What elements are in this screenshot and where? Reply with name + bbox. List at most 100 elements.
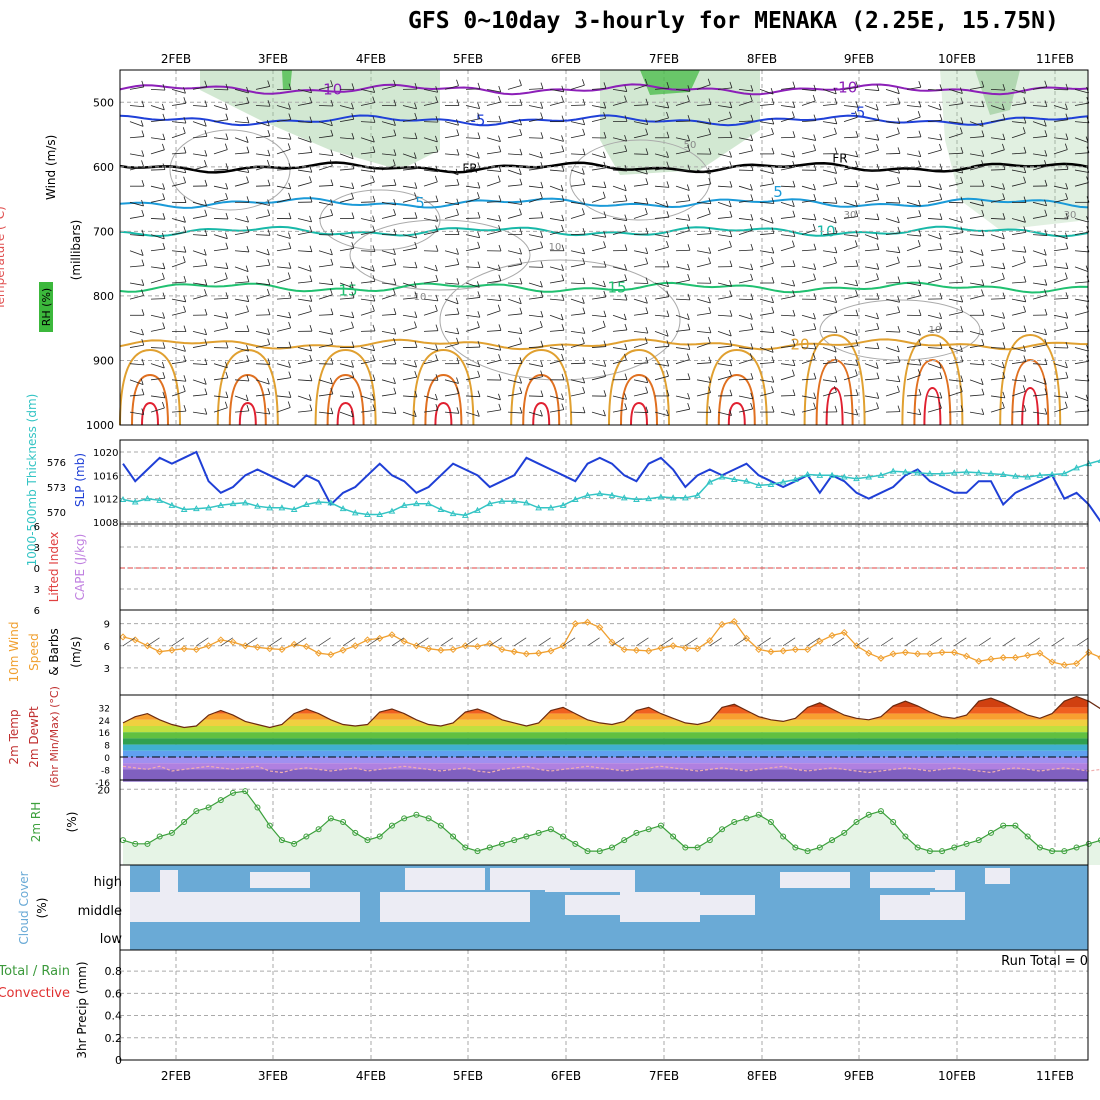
wind-barb (360, 360, 375, 365)
wind-barb (476, 410, 480, 417)
wind-barb (645, 118, 649, 125)
wind-barb (393, 357, 397, 365)
ylabel-pressure-unit: (millibars) (69, 220, 83, 281)
wind-barb (129, 394, 144, 397)
wind-speed-marker (1073, 659, 1081, 668)
wind-barb (456, 178, 460, 186)
wind-barb (309, 146, 313, 153)
wind-barb (960, 226, 964, 233)
wind-barb (843, 363, 858, 366)
wind-barb (561, 294, 565, 301)
wind-barb (213, 119, 228, 123)
wind-barb (204, 259, 208, 266)
wind-barb (792, 210, 796, 217)
wind-barb (171, 121, 186, 124)
wind-barb (770, 88, 774, 95)
ylabel-3hr-precip: 3hr Precip (mm) (75, 961, 89, 1058)
wind-barb (183, 226, 187, 233)
wind-barb (1065, 312, 1069, 319)
wind-barb (1032, 121, 1047, 127)
wind-barb (393, 377, 396, 384)
wind-barb (141, 150, 145, 157)
wind-barb (708, 197, 712, 204)
wind-barb (885, 379, 900, 383)
wind-speed-marker (229, 638, 237, 646)
wind-barb (792, 290, 796, 297)
wind-barb (255, 153, 270, 157)
wind-barb (623, 184, 627, 191)
wind-barb (927, 218, 942, 220)
wind-barb (591, 153, 606, 159)
wind-barb (465, 314, 480, 318)
rh2m-marker (1036, 844, 1043, 851)
wind-barb (288, 321, 291, 329)
wind-barb (507, 250, 522, 255)
wind-barb (498, 165, 502, 172)
wind-barb (498, 225, 501, 232)
thickness-marker (1060, 470, 1068, 477)
wind-barb (645, 376, 649, 383)
thickness-marker (779, 478, 787, 485)
date-label-bottom: 6FEB (551, 1069, 581, 1083)
wind-barb (771, 227, 775, 234)
wind-barb (234, 137, 249, 143)
wind-barb (612, 101, 627, 106)
wind-barb (633, 362, 649, 365)
thickness-marker (535, 504, 542, 511)
wind-barb (771, 326, 775, 333)
wind-barb (1053, 314, 1068, 319)
wind-barb-10m (880, 637, 894, 647)
wind-barb (351, 83, 355, 90)
wind-barb (413, 410, 417, 417)
wind-barb (855, 130, 859, 138)
wind-barb (255, 331, 270, 335)
wind-barb (897, 147, 901, 154)
wind-barb (707, 207, 711, 215)
wind-barb (843, 375, 858, 381)
wind-speed-marker (559, 642, 567, 650)
thickness-marker (241, 499, 249, 506)
wind-barb (465, 266, 481, 268)
wind-barb (435, 115, 439, 123)
wind-barb (486, 359, 501, 365)
wind-barb (855, 200, 858, 207)
wind-barb (1002, 272, 1005, 280)
temperature-isotherm (141, 401, 159, 426)
wind-speed-marker (278, 645, 286, 654)
wind-barb (246, 355, 250, 362)
wind-barb (603, 102, 607, 109)
wind-barb (161, 103, 165, 110)
wind-barb (224, 272, 228, 279)
wind-barb (780, 234, 795, 237)
wind-barb (750, 392, 754, 399)
wind-barb (276, 248, 291, 252)
wind-barb (255, 264, 270, 268)
wind-barb (696, 133, 711, 139)
wind-barb (729, 369, 732, 377)
wind-barb (708, 386, 711, 393)
wind-barb-10m (1003, 637, 1016, 647)
wind-barb (393, 387, 397, 394)
wind-barb (381, 331, 396, 335)
wind-barb (801, 328, 816, 332)
wind-barb (686, 313, 690, 320)
wind-barb (141, 100, 145, 107)
wind-barb (969, 215, 984, 219)
wind-barb (372, 354, 376, 361)
wind-barb (687, 392, 691, 400)
wind-barb (960, 276, 964, 283)
thickness-marker (596, 490, 604, 497)
cloud-gap (620, 892, 700, 922)
wind-speed-marker (119, 633, 127, 641)
wind-barb (759, 183, 774, 187)
wind-barb (1023, 226, 1027, 233)
wind-barb (570, 134, 585, 139)
wind-barb (297, 102, 312, 106)
wind-barb (204, 160, 207, 167)
wind-barb (276, 168, 291, 171)
wind-barb (360, 379, 376, 381)
wind-barb (792, 260, 796, 267)
wind-barb (465, 167, 480, 171)
wind-barb (129, 344, 144, 348)
rh2m-marker (902, 833, 909, 840)
